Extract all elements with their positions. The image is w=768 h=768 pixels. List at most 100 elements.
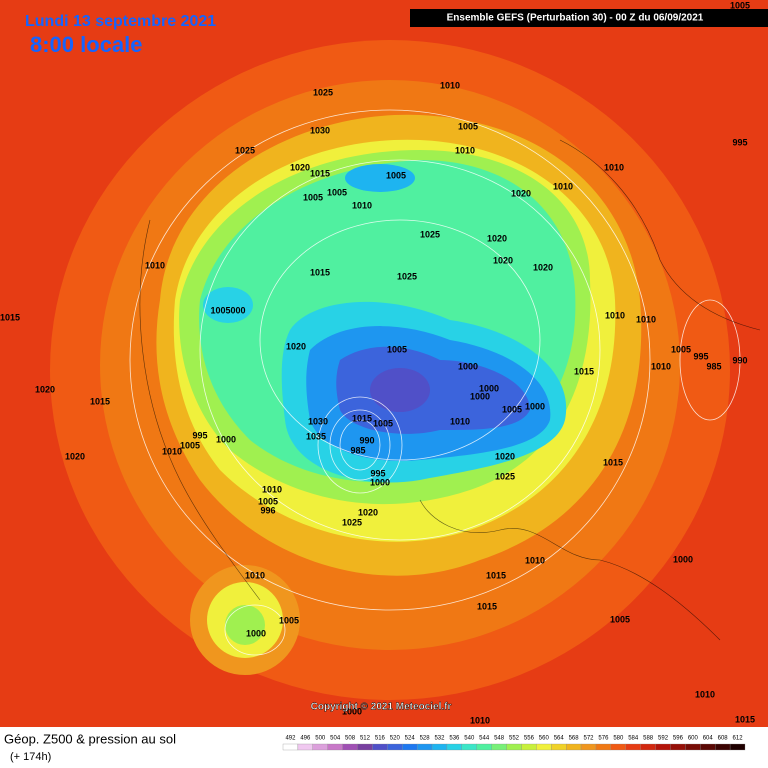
scale-swatch: [297, 743, 313, 751]
isobar-label: 1000: [479, 383, 499, 393]
scale-label: 496: [300, 736, 311, 742]
scale-swatch: [610, 743, 626, 751]
isobar-label: 995: [370, 468, 385, 478]
time: 8:00 locale: [30, 32, 143, 57]
isobar-label: 1010: [450, 416, 470, 426]
isobar-label: 1010: [636, 314, 656, 324]
isobar-label: 1005: [730, 0, 750, 10]
scale-label: 612: [733, 736, 744, 742]
scale-swatch: [431, 743, 448, 751]
isobar-label: 1000: [216, 434, 236, 444]
scale-label: 580: [613, 736, 624, 742]
isobar-label: 1010: [553, 181, 573, 191]
scale-swatch: [402, 743, 418, 751]
isobar-label: 1005: [180, 440, 200, 450]
field-trough: [345, 164, 415, 192]
scale-swatch: [372, 743, 388, 751]
field-low: [225, 605, 265, 645]
scale-swatch: [461, 743, 477, 751]
scale-swatch: [282, 743, 299, 751]
scale-swatch: [566, 743, 582, 751]
scale-label: 532: [434, 736, 445, 742]
scale-label: 548: [494, 736, 505, 742]
scale-swatch: [655, 743, 671, 751]
scale-label: 588: [643, 736, 654, 742]
isobar-label: 990: [732, 355, 747, 365]
field-trough: [370, 368, 430, 412]
scale-swatch: [640, 743, 656, 751]
header-bar: [410, 9, 768, 27]
isobar-label: 1005: [279, 615, 299, 625]
isobar-label: 1000: [470, 391, 490, 401]
isobar-label: 1000: [525, 401, 545, 411]
scale-label: 492: [285, 736, 296, 742]
isobar-label: 1005: [373, 418, 393, 428]
isobar-label: 1020: [495, 451, 515, 461]
isobar-label: 1020: [493, 255, 513, 265]
isobar-label: 1010: [605, 310, 625, 320]
isobar-label: 990: [359, 435, 374, 445]
isobar-label: 1020: [65, 451, 85, 461]
isobar-label: 1000: [342, 706, 362, 716]
isobar-label: 995: [732, 137, 747, 147]
scale-label: 516: [375, 736, 386, 742]
scale-label: 608: [718, 736, 729, 742]
isobar-label: 1000: [246, 628, 266, 638]
isobar-label: 1025: [397, 271, 417, 281]
isobar-label: 1000: [370, 477, 390, 487]
scale-swatch: [521, 743, 537, 751]
scale-label: 512: [360, 736, 371, 742]
scale-swatch: [580, 743, 597, 751]
isobar-label: 1015: [486, 570, 506, 580]
isobar-label: 1025: [495, 471, 515, 481]
field-trough: [203, 287, 253, 323]
isobar-label: 1030: [308, 416, 328, 426]
scale-label: 572: [584, 736, 595, 742]
scale-swatch: [416, 743, 433, 751]
isobar-label: 1020: [286, 341, 306, 351]
isobar-label: 1015: [310, 267, 330, 277]
isobar-label: 1015: [574, 366, 594, 376]
scale-swatch: [342, 743, 358, 751]
isobar-label: 996: [260, 505, 275, 515]
scale-swatch: [387, 743, 403, 751]
scale-label: 536: [449, 736, 460, 742]
scale-label: 504: [330, 736, 341, 742]
isobar-label: 1010: [455, 145, 475, 155]
scale-swatch: [729, 743, 746, 751]
scale-label: 540: [464, 736, 475, 742]
isobar-label: 1005: [387, 344, 407, 354]
isobar-label: 1010: [695, 689, 715, 699]
isobar-label: 1020: [290, 162, 310, 172]
field-trough: [336, 346, 530, 434]
isobar-label: 1020: [358, 507, 378, 517]
isobar-label: 1005: [671, 344, 691, 354]
isobar-label: 1030: [310, 125, 330, 135]
isobar-label: 1020: [487, 233, 507, 243]
isobar-label: 1015: [735, 714, 755, 724]
scale-label: 560: [539, 736, 550, 742]
isobar-label: 1010: [145, 260, 165, 270]
scale-swatch: [551, 743, 567, 751]
scale-label: 544: [479, 736, 490, 742]
isobar-label: 1010: [604, 162, 624, 172]
copyright: Copyright © 2021 Meteociel.fr: [311, 702, 452, 713]
isobar-label: 1015: [0, 312, 20, 322]
isobar-label: 1010: [262, 484, 282, 494]
coastlines: [139, 139, 761, 641]
isobar-label: 1015: [310, 168, 330, 178]
isobar-label: 1010: [162, 446, 182, 456]
isobar-label: 1005: [610, 614, 630, 624]
date: Lundi 13 septembre 2021: [25, 13, 216, 30]
scale-label: 552: [509, 736, 520, 742]
isobar-label: 1005000: [210, 305, 245, 315]
scale-swatch: [625, 743, 641, 751]
isobar-label: 985: [350, 445, 365, 455]
isobar-label: 1005: [258, 496, 278, 506]
scale-swatch: [670, 743, 686, 751]
scale-label: 564: [554, 736, 565, 742]
isobar-label: 1005: [327, 187, 347, 197]
footer-title: Géop. Z500 & pression au sol: [4, 731, 176, 746]
